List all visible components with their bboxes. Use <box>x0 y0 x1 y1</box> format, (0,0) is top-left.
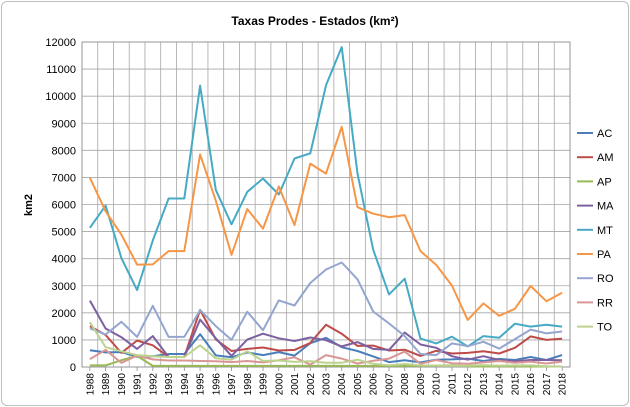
chart-title: Taxas Prodes - Estados (km²) <box>231 14 398 28</box>
x-tick-label: 2018 <box>558 373 569 396</box>
x-tick-label: 2007 <box>384 373 395 396</box>
legend-label-to: TO <box>597 322 613 334</box>
legend-label-mt: MT <box>597 225 613 237</box>
x-tick-label: 2004 <box>337 373 348 396</box>
series-line-ap <box>89 354 563 368</box>
y-tick-label: 9000 <box>52 118 76 130</box>
legend-label-ac: AC <box>597 128 612 140</box>
y-tick-label: 2000 <box>52 308 76 320</box>
y-tick-label: 7000 <box>52 172 76 184</box>
x-tick-label: 1994 <box>180 373 191 396</box>
series-line-mt <box>89 46 563 348</box>
x-tick-label: 1999 <box>259 373 270 396</box>
legend-label-ro: RO <box>597 273 614 285</box>
x-tick-label: 2017 <box>542 373 553 396</box>
x-tick-label: 2005 <box>353 373 364 396</box>
x-tick-label: 2006 <box>369 373 380 396</box>
series-line-ro <box>89 261 563 357</box>
x-tick-label: 1996 <box>211 373 222 396</box>
y-tick-label: 3000 <box>52 281 76 293</box>
y-tick-label: 8000 <box>52 145 76 157</box>
x-tick-label: 2010 <box>432 373 443 396</box>
x-tick-label: 1997 <box>227 373 238 396</box>
x-tick-label: 2011 <box>447 373 458 395</box>
x-tick-label: 2000 <box>274 373 285 396</box>
y-tick-label: 11000 <box>46 64 76 76</box>
y-tick-label: 6000 <box>52 200 76 212</box>
y-tick-label: 5000 <box>52 227 76 239</box>
legend-label-pa: PA <box>597 249 612 261</box>
x-tick-label: 2014 <box>495 373 506 396</box>
x-tick-label: 2002 <box>306 373 317 396</box>
y-tick-label: 10000 <box>45 91 76 103</box>
x-tick-label: 2013 <box>479 373 490 396</box>
series-line-rr <box>89 348 563 366</box>
x-tick-label: 1989 <box>101 373 112 396</box>
x-tick-label: 1991 <box>133 373 144 396</box>
x-tick-label: 1988 <box>85 373 96 396</box>
series-line-pa <box>88 125 563 321</box>
x-tick-label: 2016 <box>526 373 537 396</box>
y-tick-label: 12000 <box>45 37 76 49</box>
y-axis-label: km2 <box>23 194 35 216</box>
x-tick-label: 1998 <box>243 373 254 396</box>
x-tick-label: 2015 <box>510 373 521 396</box>
x-tick-label: 2001 <box>290 373 301 396</box>
y-tick-label: 4000 <box>52 254 76 266</box>
legend-label-ap: AP <box>597 176 612 188</box>
y-tick-label: 1000 <box>52 335 76 347</box>
x-tick-label: 1990 <box>117 373 128 396</box>
x-tick-label: 2008 <box>400 373 411 396</box>
legend-label-rr: RR <box>597 297 613 309</box>
x-tick-label: 2003 <box>322 373 333 396</box>
legend-label-am: AM <box>597 152 614 164</box>
y-tick-label: 0 <box>70 362 76 374</box>
x-tick-label: 2012 <box>463 373 474 396</box>
series-line-to <box>89 321 563 368</box>
x-tick-label: 2009 <box>416 373 427 396</box>
legend-label-ma: MA <box>597 201 614 213</box>
x-tick-label: 1993 <box>164 373 175 396</box>
x-tick-label: 1995 <box>196 373 207 396</box>
series-line-ac <box>89 333 563 364</box>
x-tick-label: 1992 <box>148 373 159 396</box>
